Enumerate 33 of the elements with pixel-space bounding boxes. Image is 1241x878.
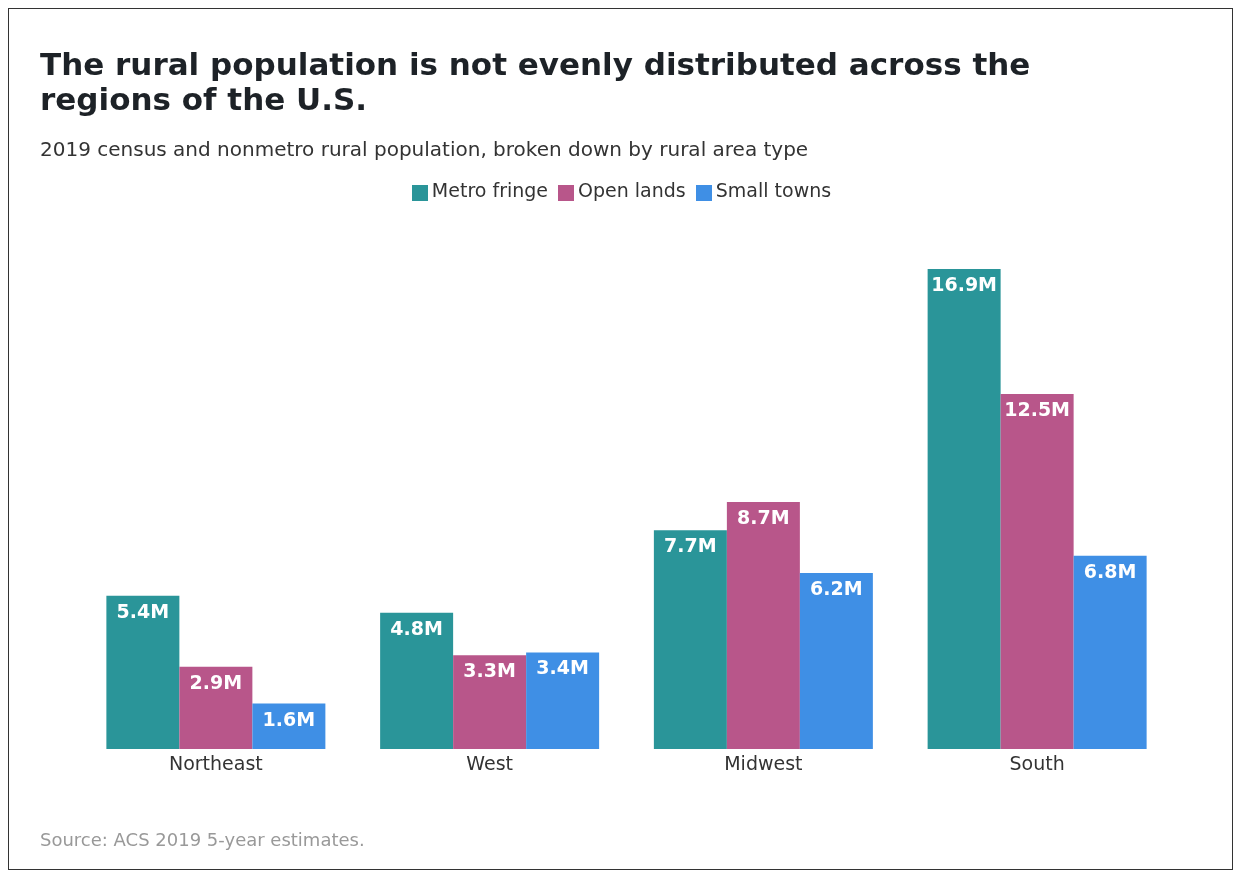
x-tick-label: Midwest (724, 752, 803, 775)
bar (453, 655, 527, 749)
data-label: 3.4M (536, 656, 589, 679)
data-label: 16.9M (931, 273, 998, 295)
data-label: 1.6M (262, 707, 316, 730)
data-label: 3.3M (463, 659, 516, 682)
bar (1073, 555, 1147, 749)
data-label: 6.8M (1083, 559, 1137, 582)
bar (526, 652, 600, 749)
source-note: Source: ACS 2019 5-year estimates. (40, 829, 365, 850)
legend-label: Metro fringe (431, 179, 549, 201)
legend-label: Small towns (715, 179, 832, 201)
x-tick-label: Northeast (168, 752, 263, 775)
chart-subtitle: 2019 census and nonmetro rural population, broken down by rural area type (40, 137, 809, 161)
data-label: 7.7M (664, 534, 717, 557)
bar (799, 572, 873, 749)
bar (179, 666, 253, 749)
data-label: 6.2M (810, 576, 863, 599)
bar (927, 269, 1001, 749)
bar (726, 501, 800, 749)
data-label: 5.4M (116, 599, 170, 622)
bar (106, 595, 180, 749)
chart-title: The rural population is not evenly distributed across the regions of the U.S. (40, 46, 1032, 117)
data-label: 8.7M (737, 505, 790, 528)
data-label: 12.5M (1004, 397, 1071, 420)
data-label: 2.9M (189, 670, 243, 693)
bar (653, 530, 727, 749)
data-label: 4.8M (390, 616, 443, 639)
bar (1000, 393, 1074, 749)
legend-label: Open lands (578, 179, 686, 201)
x-tick-label: South (1009, 752, 1065, 775)
x-tick-label: West (466, 752, 513, 775)
bar (380, 612, 454, 749)
